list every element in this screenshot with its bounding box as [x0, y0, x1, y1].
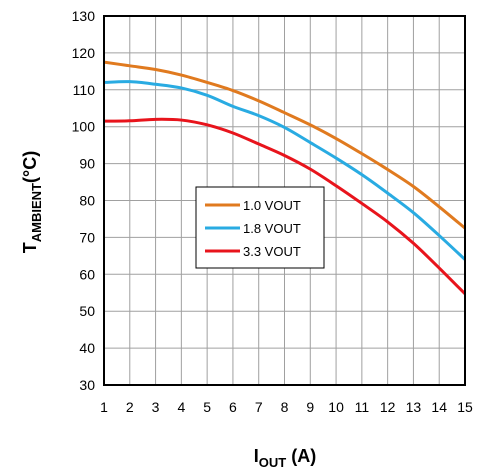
x-tick-labels: 1 2 3 4 5 6 7 8 9 10 11 12 13 14 15: [100, 399, 473, 415]
y-axis-label-sub: AMBIENT: [29, 183, 44, 242]
y-tick-labels: 30 40 50 60 70 80 90 100 110 120 130: [72, 8, 96, 393]
x-tick-label: 3: [152, 399, 160, 415]
y-tick-label: 30: [79, 377, 95, 393]
x-axis-label-sub: OUT: [259, 455, 287, 470]
x-axis-label: IOUT (A): [254, 446, 316, 470]
x-tick-label: 9: [306, 399, 314, 415]
y-tick-label: 50: [79, 303, 95, 319]
y-tick-label: 110: [73, 82, 96, 98]
y-tick-label: 90: [79, 156, 95, 172]
series-lines: [103, 60, 467, 295]
x-tick-label: 15: [457, 399, 473, 415]
x-tick-label: 13: [406, 399, 422, 415]
series-line-1: [103, 60, 466, 230]
grid: [103, 15, 466, 386]
legend-label-3: 3.3 VOUT: [243, 244, 301, 259]
x-tick-label: 1: [100, 399, 108, 415]
x-tick-label: 6: [229, 399, 237, 415]
y-tick-label: 70: [79, 229, 95, 245]
y-tick-label: 130: [72, 8, 96, 24]
series-line-3: [103, 117, 467, 295]
y-axis-label-suffix: (°C): [20, 151, 40, 183]
x-tick-label: 11: [355, 399, 370, 415]
legend: 1.0 VOUT 1.8 VOUT 3.3 VOUT: [195, 186, 325, 269]
y-axis-label: TAMBIENT(°C): [20, 151, 44, 253]
legend-label-2: 1.8 VOUT: [243, 221, 301, 236]
y-axis-label-main: T: [20, 242, 40, 253]
x-tick-label: 10: [328, 399, 344, 415]
x-axis-label-main: I: [254, 446, 259, 466]
legend-label-1: 1.0 VOUT: [243, 198, 301, 213]
x-tick-label: 8: [281, 399, 289, 415]
plot-frame: [103, 15, 466, 386]
y-tick-label: 120: [72, 45, 96, 61]
y-tick-label: 40: [79, 340, 95, 356]
x-axis-label-suffix: (A): [286, 446, 316, 466]
series-line-2: [103, 80, 467, 261]
y-tick-label: 80: [79, 193, 95, 209]
x-tick-label: 14: [431, 399, 447, 415]
x-tick-label: 4: [177, 399, 185, 415]
x-tick-label: 7: [255, 399, 263, 415]
x-tick-label: 5: [203, 399, 211, 415]
x-tick-label: 2: [126, 399, 134, 415]
x-tick-label: 12: [380, 399, 396, 415]
y-tick-label: 100: [72, 119, 96, 135]
y-tick-label: 60: [79, 266, 95, 282]
